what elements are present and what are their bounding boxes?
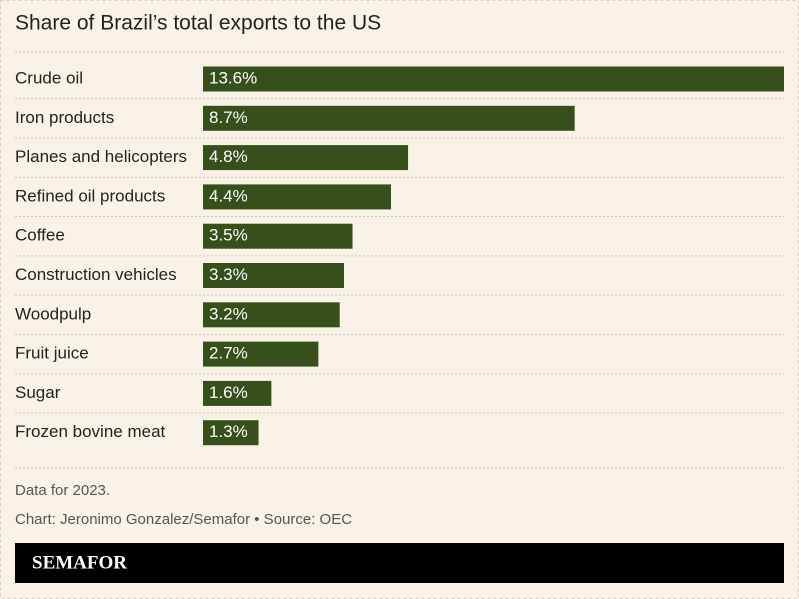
category-label: Coffee xyxy=(15,226,65,245)
category-label: Crude oil xyxy=(15,68,83,87)
value-label: 2.7% xyxy=(209,344,248,363)
bar xyxy=(203,302,340,328)
bar xyxy=(203,105,575,131)
value-label: 3.5% xyxy=(209,226,248,245)
credit: Chart: Jeronimo Gonzalez/Semafor • Sourc… xyxy=(15,511,352,528)
category-label: Fruit juice xyxy=(15,344,89,363)
value-label: 3.2% xyxy=(209,304,248,323)
brand-band xyxy=(15,543,784,583)
value-label: 4.8% xyxy=(209,147,248,166)
value-label: 1.3% xyxy=(209,422,248,441)
category-label: Construction vehicles xyxy=(15,265,177,284)
bar xyxy=(203,66,784,92)
category-label: Refined oil products xyxy=(15,186,165,205)
value-label: 13.6% xyxy=(209,68,257,87)
category-label: Sugar xyxy=(15,383,61,402)
bar xyxy=(203,223,353,249)
category-label: Frozen bovine meat xyxy=(15,422,166,441)
brand: SEMAFOR xyxy=(32,552,127,573)
value-label: 3.3% xyxy=(209,265,248,284)
bar xyxy=(203,420,259,446)
note: Data for 2023. xyxy=(15,482,110,499)
chart-title: Share of Brazil’s total exports to the U… xyxy=(15,12,381,35)
bar xyxy=(203,184,391,210)
bar xyxy=(203,341,319,367)
category-label: Planes and helicopters xyxy=(15,147,187,166)
category-label: Iron products xyxy=(15,108,114,127)
category-label: Woodpulp xyxy=(15,304,91,323)
value-label: 4.4% xyxy=(209,186,248,205)
value-label: 1.6% xyxy=(209,383,248,402)
value-label: 8.7% xyxy=(209,108,248,127)
bar xyxy=(203,380,272,406)
bar xyxy=(203,145,409,171)
bar xyxy=(203,263,344,288)
